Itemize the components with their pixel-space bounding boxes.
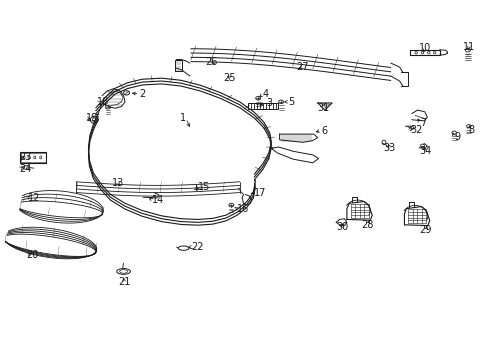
- Text: 6: 6: [321, 126, 327, 135]
- Text: 14: 14: [152, 195, 164, 205]
- Text: 17: 17: [254, 188, 266, 198]
- Text: 26: 26: [205, 57, 217, 67]
- Text: 20: 20: [26, 250, 39, 260]
- Text: 28: 28: [361, 220, 373, 230]
- Text: 13: 13: [111, 178, 123, 188]
- Text: 19: 19: [86, 113, 98, 123]
- Text: 9: 9: [453, 132, 459, 142]
- Text: 27: 27: [295, 62, 307, 72]
- Text: 30: 30: [335, 222, 347, 232]
- Text: 8: 8: [468, 125, 474, 135]
- Text: 24: 24: [19, 164, 32, 174]
- Text: 1: 1: [180, 113, 185, 123]
- Text: 25: 25: [223, 73, 236, 83]
- Text: 33: 33: [383, 143, 395, 153]
- Text: 15: 15: [198, 182, 210, 192]
- Bar: [21, 153, 45, 162]
- Text: 16: 16: [237, 204, 249, 214]
- Bar: [20, 152, 45, 163]
- Text: 10: 10: [418, 43, 430, 53]
- Text: 3: 3: [266, 98, 272, 108]
- Text: 32: 32: [409, 125, 422, 135]
- Text: 12: 12: [27, 193, 40, 203]
- Text: 22: 22: [190, 242, 203, 252]
- Text: 2: 2: [140, 89, 145, 99]
- Bar: [248, 103, 277, 109]
- Text: 18: 18: [97, 97, 109, 107]
- Text: 21: 21: [118, 277, 130, 287]
- Text: 11: 11: [462, 42, 474, 52]
- Text: 31: 31: [317, 103, 329, 113]
- Text: 7: 7: [419, 118, 426, 128]
- Text: 5: 5: [288, 97, 294, 107]
- Text: 29: 29: [419, 225, 431, 235]
- Text: 4: 4: [263, 89, 268, 99]
- Text: 23: 23: [19, 152, 32, 162]
- Text: 34: 34: [419, 146, 431, 156]
